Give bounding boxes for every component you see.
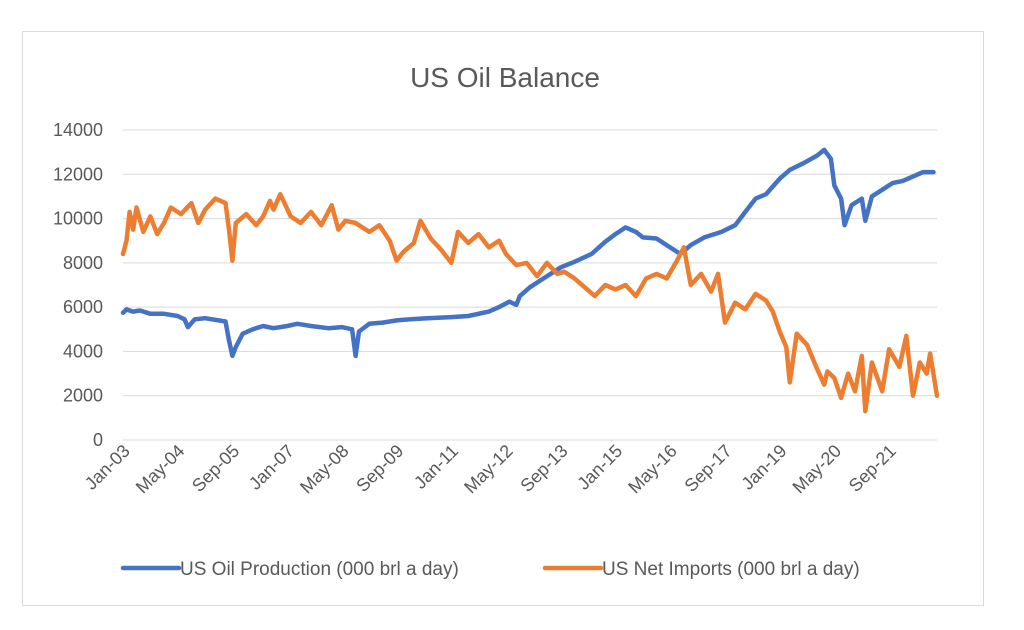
- x-tick-label: Sep-09: [352, 441, 407, 496]
- x-tick-label: May-12: [460, 441, 517, 498]
- y-tick-label: 14000: [53, 120, 103, 140]
- y-tick-label: 2000: [63, 386, 103, 406]
- series-line-imports: [123, 194, 937, 411]
- y-tick-label: 12000: [53, 164, 103, 184]
- y-axis-ticks: 0 2000 4000 6000 8000 10000 12000 14000: [53, 120, 103, 450]
- y-tick-label: 4000: [63, 341, 103, 361]
- x-tick-label: Jan-07: [245, 441, 298, 494]
- series-lines: [123, 150, 937, 411]
- x-tick-label: Jan-15: [573, 441, 626, 494]
- y-tick-label: 8000: [63, 253, 103, 273]
- x-tick-label: Sep-13: [516, 441, 571, 496]
- x-tick-label: Jan-19: [737, 441, 790, 494]
- x-tick-label: May-08: [296, 441, 353, 498]
- x-tick-label: May-16: [624, 441, 681, 498]
- x-tick-label: Sep-21: [845, 441, 900, 496]
- legend: US Oil Production (000 brl a day) US Net…: [123, 559, 860, 580]
- y-tick-label: 6000: [63, 297, 103, 317]
- series-line-production: [123, 150, 934, 356]
- legend-label-production: US Oil Production (000 brl a day): [180, 559, 459, 580]
- legend-label-imports: US Net Imports (000 brl a day): [602, 559, 860, 580]
- x-tick-label: Sep-17: [681, 441, 736, 496]
- x-tick-label: May-20: [789, 441, 846, 498]
- x-tick-label: Jan-11: [410, 441, 462, 493]
- y-tick-label: 10000: [53, 209, 103, 229]
- x-tick-label: May-04: [132, 441, 189, 498]
- y-tick-label: 0: [93, 430, 103, 450]
- x-tick-label: Jan-03: [81, 441, 134, 494]
- chart-title: US Oil Balance: [410, 62, 600, 93]
- x-tick-label: Sep-05: [188, 441, 243, 496]
